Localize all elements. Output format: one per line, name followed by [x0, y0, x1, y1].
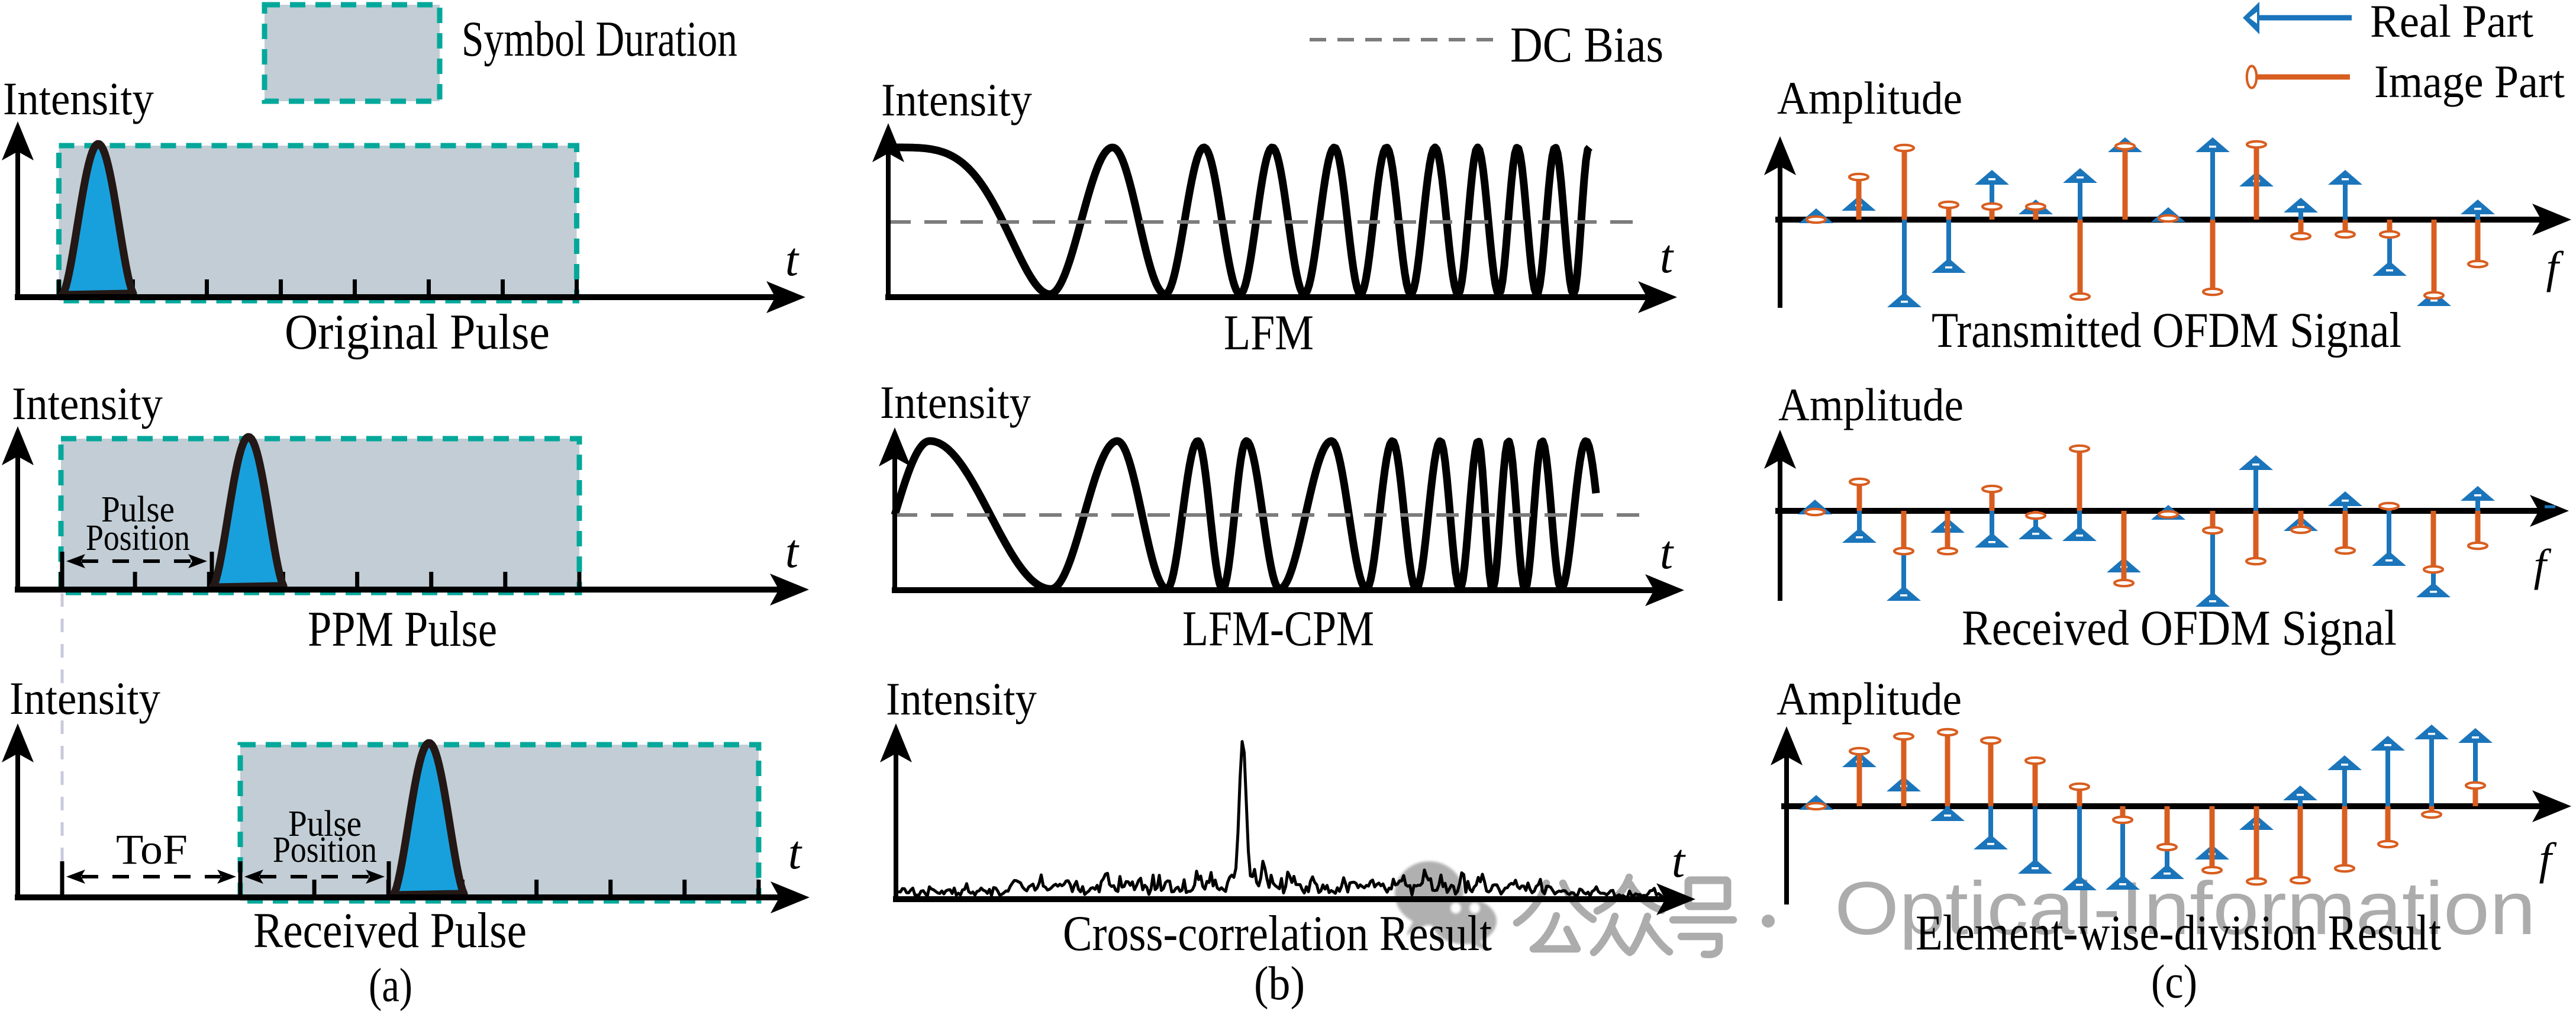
svg-text:Amplitude: Amplitude [1777, 72, 1962, 124]
svg-text:DC Bias: DC Bias [1510, 17, 1663, 73]
svg-text:Intensity: Intensity [9, 672, 160, 724]
svg-text:Optical-Information: Optical-Information [1835, 866, 2536, 950]
svg-text:Position: Position [86, 518, 190, 558]
svg-text:Received OFDM Signal: Received OFDM Signal [1962, 600, 2397, 656]
svg-text:(c): (c) [2151, 956, 2197, 1008]
svg-text:Intensity: Intensity [3, 73, 154, 124]
svg-text:t: t [1660, 231, 1674, 283]
svg-text:ToF: ToF [116, 826, 188, 873]
svg-text:Intensity: Intensity [881, 74, 1032, 125]
svg-text:(b): (b) [1254, 958, 1305, 1010]
svg-text:Amplitude: Amplitude [1778, 379, 1964, 430]
svg-text:t: t [785, 234, 799, 286]
svg-text:t: t [788, 827, 802, 879]
svg-text:Received Pulse: Received Pulse [253, 903, 527, 958]
svg-text:Intensity: Intensity [886, 673, 1037, 725]
svg-text:(a): (a) [369, 960, 412, 1011]
svg-text:Cross-correlation Result: Cross-correlation Result [1063, 906, 1492, 961]
svg-text:PPM Pulse: PPM Pulse [308, 601, 497, 657]
svg-text:t: t [1660, 527, 1674, 579]
svg-text:t: t [1672, 835, 1686, 887]
svg-text:Symbol Duration: Symbol Duration [462, 11, 737, 67]
svg-text:t: t [785, 526, 799, 578]
svg-text:Intensity: Intensity [12, 378, 163, 429]
svg-text:Real Part: Real Part [2370, 0, 2533, 47]
svg-text:Pulse: Pulse [288, 804, 362, 844]
svg-text:Intensity: Intensity [880, 376, 1031, 428]
svg-text:Transmitted OFDM Signal: Transmitted OFDM Signal [1932, 302, 2401, 358]
svg-text:LFM: LFM [1224, 305, 1314, 360]
svg-text:Amplitude: Amplitude [1777, 673, 1962, 725]
svg-text:Image Part: Image Part [2374, 56, 2565, 107]
svg-text:Position: Position [273, 830, 377, 870]
svg-text:LFM-CPM: LFM-CPM [1182, 601, 1374, 656]
svg-text:Pulse: Pulse [101, 490, 175, 530]
svg-text:Original Pulse: Original Pulse [285, 304, 550, 360]
svg-text:Element-wise-division Result: Element-wise-division Result [1916, 905, 2441, 961]
